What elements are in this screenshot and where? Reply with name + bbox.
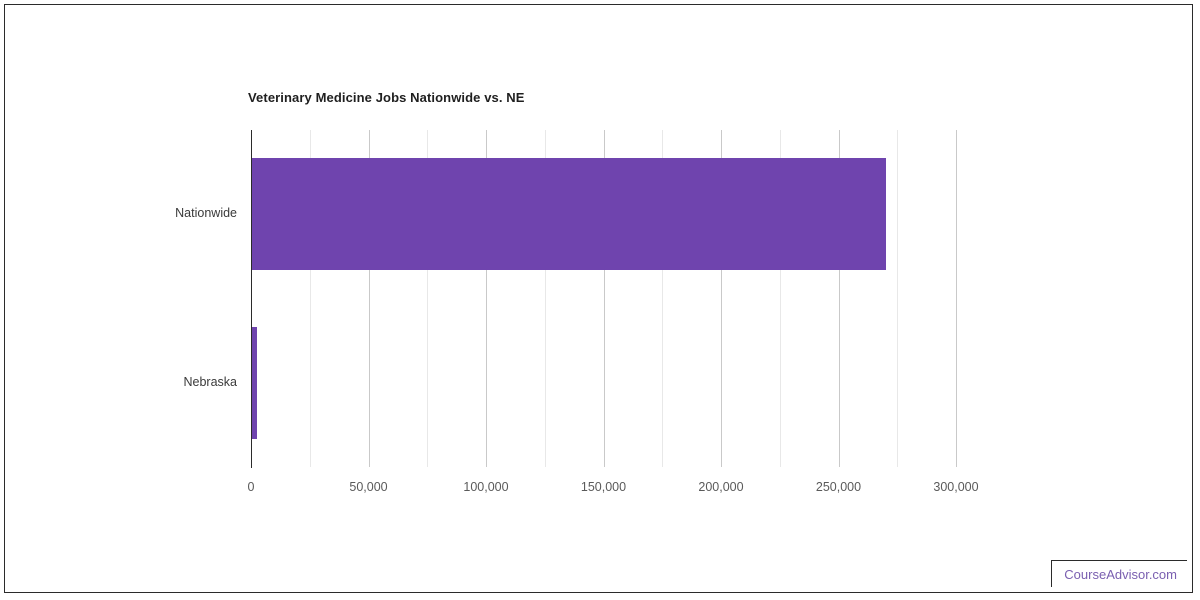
y-axis-category-labels: Nationwide Nebraska — [35, 130, 237, 467]
y-axis-label-nationwide: Nationwide — [175, 206, 237, 221]
gridline — [662, 130, 664, 467]
watermark-courseadvisor: CourseAdvisor.com — [1051, 560, 1187, 587]
gridline — [309, 130, 311, 467]
x-tick-label: 50,000 — [349, 480, 388, 494]
gridline — [544, 130, 546, 467]
gridline — [486, 130, 487, 467]
x-tick-label: 0 — [247, 480, 255, 494]
gridline — [603, 130, 605, 467]
gridline — [721, 130, 722, 467]
x-tick-label: 200,000 — [698, 480, 744, 494]
chart-title: Veterinary Medicine Jobs Nationwide vs. … — [248, 90, 525, 105]
bar-rect — [251, 326, 257, 439]
gridline — [838, 130, 840, 467]
chart-frame: Veterinary Medicine Jobs Nationwide vs. … — [4, 4, 1193, 593]
x-tick-label: 150,000 — [580, 480, 627, 494]
x-tick-label: 100,000 — [463, 480, 509, 494]
bar-nebraska — [251, 326, 257, 439]
bar-nationwide — [251, 158, 887, 271]
gridline — [897, 130, 899, 467]
y-axis-label-nebraska: Nebraska — [183, 374, 238, 389]
gridline — [779, 130, 781, 467]
gridline — [956, 130, 957, 467]
plot-area — [251, 130, 957, 467]
bar-rect — [251, 158, 887, 271]
x-tick-label: 250,000 — [815, 480, 862, 494]
gridline — [368, 130, 370, 467]
x-tick-label: 300,000 — [933, 480, 979, 494]
gridline — [427, 130, 429, 467]
y-axis-line — [251, 130, 252, 468]
x-axis-tick-labels: 0 50,000 100,000 150,000 200,000 250,000 300,0… — [247, 480, 979, 500]
